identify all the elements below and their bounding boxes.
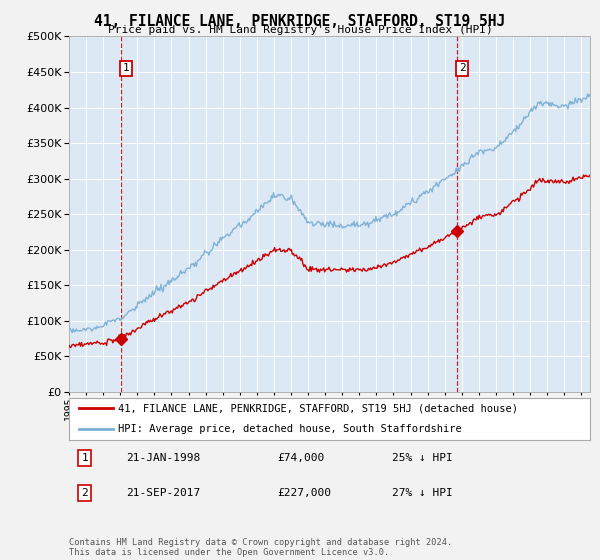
Text: £74,000: £74,000	[277, 453, 325, 463]
Text: 2: 2	[81, 488, 88, 498]
Text: 21-JAN-1998: 21-JAN-1998	[126, 453, 200, 463]
Text: 41, FILANCE LANE, PENKRIDGE, STAFFORD, ST19 5HJ (detached house): 41, FILANCE LANE, PENKRIDGE, STAFFORD, S…	[118, 403, 518, 413]
Text: 1: 1	[123, 63, 130, 73]
Text: HPI: Average price, detached house, South Staffordshire: HPI: Average price, detached house, Sout…	[118, 424, 462, 434]
Text: 1: 1	[81, 453, 88, 463]
Text: £227,000: £227,000	[277, 488, 331, 498]
Text: 41, FILANCE LANE, PENKRIDGE, STAFFORD, ST19 5HJ: 41, FILANCE LANE, PENKRIDGE, STAFFORD, S…	[94, 14, 506, 29]
Text: 21-SEP-2017: 21-SEP-2017	[126, 488, 200, 498]
Text: 2: 2	[458, 63, 466, 73]
Text: Contains HM Land Registry data © Crown copyright and database right 2024.
This d: Contains HM Land Registry data © Crown c…	[69, 538, 452, 557]
Text: Price paid vs. HM Land Registry's House Price Index (HPI): Price paid vs. HM Land Registry's House …	[107, 25, 493, 35]
Text: 25% ↓ HPI: 25% ↓ HPI	[392, 453, 452, 463]
Text: 27% ↓ HPI: 27% ↓ HPI	[392, 488, 452, 498]
